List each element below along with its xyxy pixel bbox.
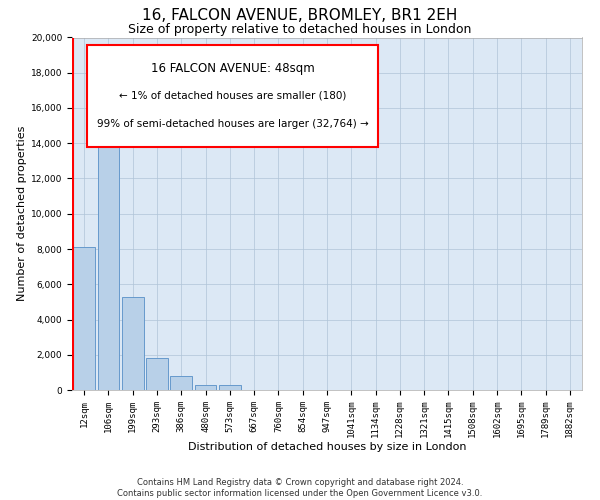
Bar [219,385,241,390]
Bar [146,358,168,390]
Text: Contains HM Land Registry data © Crown copyright and database right 2024.
Contai: Contains HM Land Registry data © Crown c… [118,478,482,498]
Text: 16 FALCON AVENUE: 48sqm: 16 FALCON AVENUE: 48sqm [151,62,314,75]
Bar [122,296,143,390]
Bar [170,376,192,390]
Text: 99% of semi-detached houses are larger (32,764) →: 99% of semi-detached houses are larger (… [97,118,368,128]
Text: ← 1% of detached houses are smaller (180): ← 1% of detached houses are smaller (180… [119,90,346,101]
Text: 16, FALCON AVENUE, BROMLEY, BR1 2EH: 16, FALCON AVENUE, BROMLEY, BR1 2EH [142,8,458,22]
Y-axis label: Number of detached properties: Number of detached properties [17,126,26,302]
Bar [97,99,119,390]
Bar [194,384,217,390]
X-axis label: Distribution of detached houses by size in London: Distribution of detached houses by size … [188,442,466,452]
Text: Size of property relative to detached houses in London: Size of property relative to detached ho… [128,22,472,36]
FancyBboxPatch shape [88,44,378,147]
Bar [73,247,95,390]
